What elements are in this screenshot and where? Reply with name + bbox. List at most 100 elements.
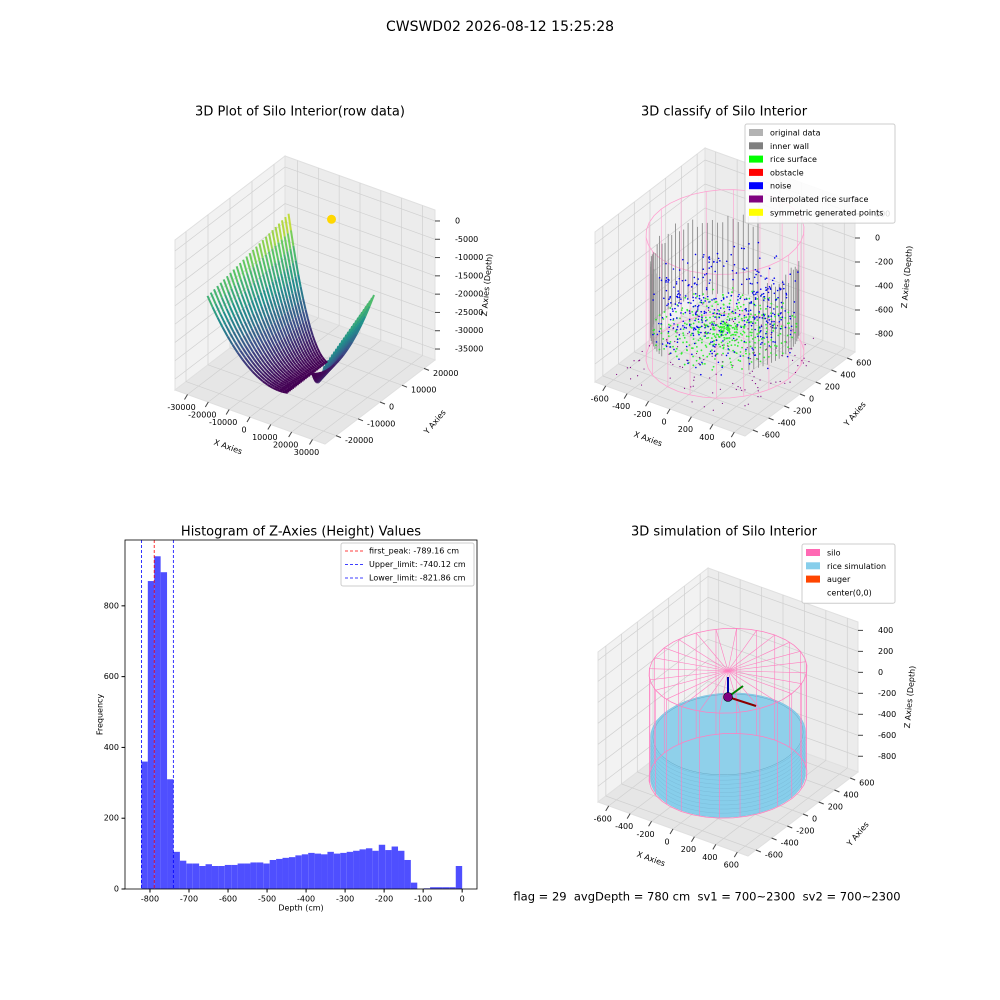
surface-line xyxy=(229,333,237,343)
noise-point xyxy=(772,282,775,285)
surface-line xyxy=(270,366,277,373)
surface-line xyxy=(274,262,280,277)
original-point xyxy=(765,348,768,350)
surface-line xyxy=(288,381,294,386)
tick-mark xyxy=(623,393,628,399)
noise-point xyxy=(775,327,777,329)
legend-label: silo xyxy=(827,549,841,558)
surface-line xyxy=(296,362,302,368)
rice-point xyxy=(787,311,790,314)
legend-box xyxy=(340,542,475,587)
grid-line xyxy=(594,159,706,245)
noise-point xyxy=(754,293,757,295)
x-tick-label: 600 xyxy=(721,441,736,450)
center-marker xyxy=(723,692,733,702)
rice-point xyxy=(719,345,722,348)
histogram-bar xyxy=(430,887,437,889)
noise-point xyxy=(691,353,693,356)
surface-line xyxy=(316,371,322,375)
rice-point xyxy=(712,326,714,329)
rice-point xyxy=(750,334,753,337)
noise-point xyxy=(692,305,695,308)
original-point xyxy=(789,348,791,350)
noise-point xyxy=(738,293,740,296)
surface-line xyxy=(308,353,314,360)
noise-point xyxy=(739,355,742,357)
noise-point xyxy=(790,325,793,328)
noise-point xyxy=(778,320,781,323)
noise-point xyxy=(676,328,678,331)
y-tick-label: -200 xyxy=(793,407,811,416)
rice-point xyxy=(734,344,736,346)
surface-line xyxy=(244,345,252,355)
tick-mark xyxy=(401,384,408,388)
grid-line xyxy=(284,239,436,295)
rice-point xyxy=(653,332,655,335)
noise-point xyxy=(789,273,792,276)
noise-point xyxy=(715,339,718,341)
rice-point xyxy=(723,327,726,330)
noise-point xyxy=(655,341,658,343)
surface-line xyxy=(326,359,330,365)
y-tick-label: 400 xyxy=(840,371,855,380)
noise-point xyxy=(692,296,694,299)
noise-point xyxy=(702,256,704,258)
original-point xyxy=(741,389,743,391)
noise-point xyxy=(748,362,751,365)
noise-point xyxy=(698,333,700,336)
rice-point xyxy=(765,323,767,326)
silo-line xyxy=(727,628,737,671)
surface-line xyxy=(252,266,258,281)
x-tick-label: 200 xyxy=(678,425,693,434)
surface-line xyxy=(275,319,282,330)
surface-line xyxy=(300,359,306,366)
noise-point xyxy=(675,317,678,319)
noise-point xyxy=(785,292,788,295)
x-tick-label: 400 xyxy=(699,433,714,442)
silo-line xyxy=(727,670,792,694)
z-tick-label: -10000 xyxy=(455,253,483,262)
rice-point xyxy=(732,312,735,315)
rice-point xyxy=(780,325,783,328)
surface-line xyxy=(286,233,292,249)
surface-line xyxy=(258,260,264,275)
y-tick-label: 0 xyxy=(389,403,394,412)
rice-point xyxy=(675,310,677,313)
surface-line xyxy=(320,370,327,374)
rice-point xyxy=(777,313,780,316)
noise-point xyxy=(669,346,671,348)
noise-point xyxy=(765,286,767,289)
surface-line xyxy=(295,380,301,385)
noise-point xyxy=(756,291,759,293)
original-point xyxy=(704,332,706,334)
rice-point xyxy=(736,345,739,347)
surface-line xyxy=(259,345,266,354)
surface-line xyxy=(304,309,309,320)
histogram-bar xyxy=(231,864,238,889)
tick-mark xyxy=(846,357,853,361)
surface-line xyxy=(274,278,280,292)
tick-mark xyxy=(690,836,695,842)
noise-point xyxy=(705,311,707,314)
noise-point xyxy=(761,341,763,344)
noise-point xyxy=(747,313,750,315)
rice-point xyxy=(662,318,665,320)
rice-point xyxy=(741,294,744,297)
grid-line xyxy=(174,221,286,307)
noise-point xyxy=(668,279,670,281)
surface-line xyxy=(251,351,259,360)
surface-line xyxy=(291,262,297,277)
rice-point xyxy=(737,341,740,344)
rice-point xyxy=(745,335,748,338)
rice-point xyxy=(725,324,728,326)
rice-point xyxy=(755,357,758,360)
noise-point xyxy=(684,279,687,282)
histogram-bar xyxy=(205,864,212,889)
legend-label: auger xyxy=(827,575,851,584)
surface-line xyxy=(271,335,278,344)
surface-line xyxy=(296,315,302,326)
surface-line xyxy=(298,345,304,353)
noise-point xyxy=(707,306,710,309)
y-tick-label: -400 xyxy=(781,839,799,848)
surface-line xyxy=(293,377,299,382)
